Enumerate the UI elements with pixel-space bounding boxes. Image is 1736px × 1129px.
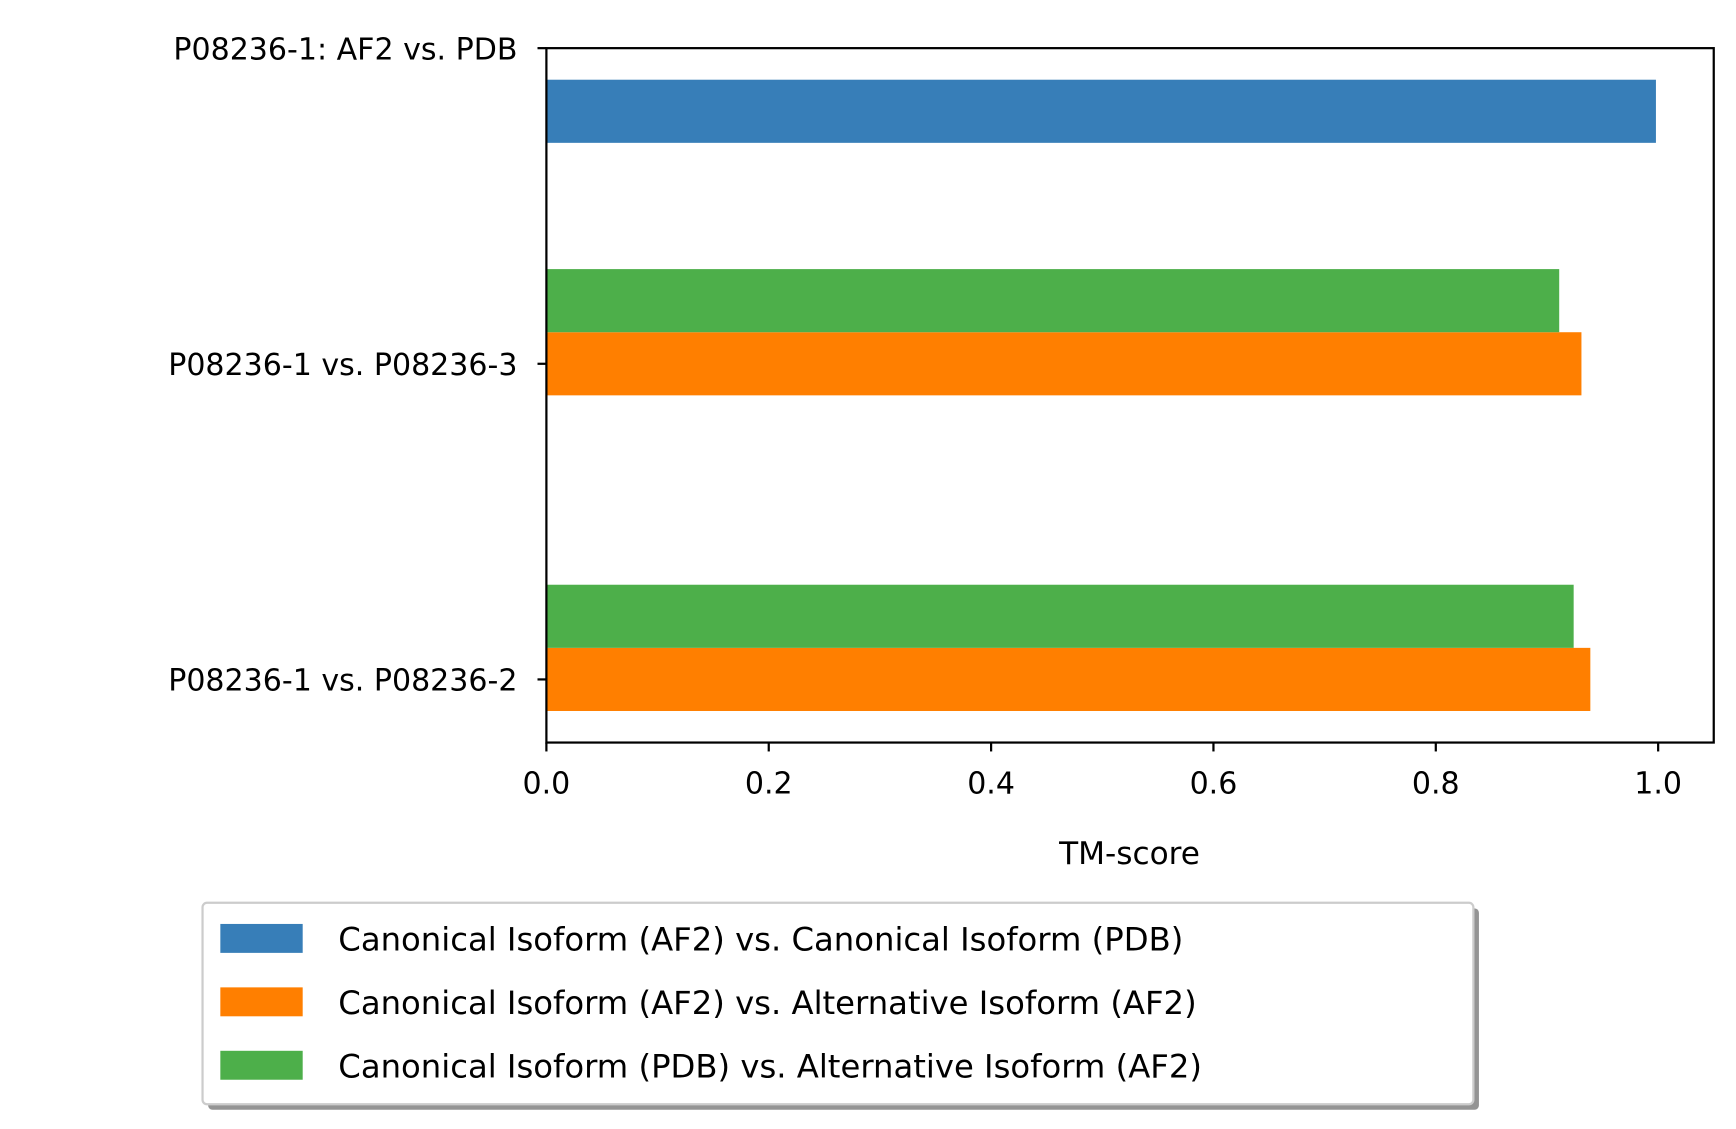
x-tick-label: 1.0 xyxy=(1634,767,1682,802)
x-axis-label: TM-score xyxy=(1058,836,1200,872)
x-tick-label: 0.0 xyxy=(523,767,571,802)
legend-label: Canonical Isoform (AF2) vs. Canonical Is… xyxy=(338,921,1183,959)
x-tick-label: 0.6 xyxy=(1190,767,1238,802)
legend-swatch xyxy=(220,1050,303,1080)
legend-swatch xyxy=(220,987,303,1017)
legend-swatch xyxy=(220,923,303,953)
legend-label: Canonical Isoform (AF2) vs. Alternative … xyxy=(338,984,1196,1022)
legend-label: Canonical Isoform (PDB) vs. Alternative … xyxy=(338,1048,1202,1086)
y-tick-label: P08236-1 vs. P08236-3 xyxy=(168,348,517,383)
y-tick-label: P08236-1 vs. P08236-2 xyxy=(168,664,517,699)
legend: Canonical Isoform (AF2) vs. Canonical Is… xyxy=(201,901,1479,1110)
bar-0-2 xyxy=(546,79,1656,143)
bar-2-1 xyxy=(546,269,1560,333)
x-tick-label: 0.4 xyxy=(967,767,1015,802)
bar-1-0 xyxy=(546,647,1591,711)
axes-frame xyxy=(545,47,1715,744)
x-tick-label: 0.2 xyxy=(745,767,793,802)
bar-1-1 xyxy=(546,332,1582,396)
y-tick-label: P08236-1: AF2 vs. PDB xyxy=(173,32,517,67)
x-tick-label: 0.8 xyxy=(1412,767,1460,802)
bar-2-0 xyxy=(546,584,1574,648)
